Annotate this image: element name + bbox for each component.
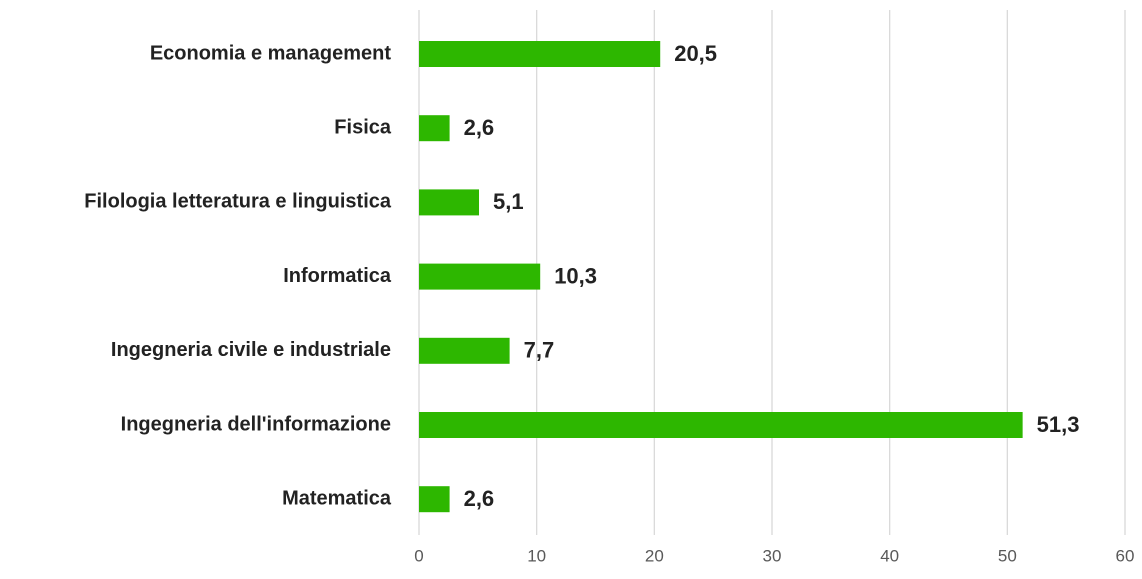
bar [419, 337, 510, 364]
y-tick-label: Ingegneria civile e industriale [111, 339, 391, 361]
y-tick-label: Informatica [283, 265, 392, 287]
bar [419, 486, 450, 513]
x-tick-label: 40 [880, 546, 899, 565]
x-tick-label: 20 [645, 546, 664, 565]
bar [419, 41, 661, 67]
x-tick-label: 30 [763, 546, 782, 565]
value-label: 2,6 [464, 486, 495, 511]
bar [419, 115, 450, 142]
y-tick-label: Economia e management [150, 42, 392, 64]
y-tick-label: Fisica [334, 116, 392, 138]
x-tick-label: 10 [527, 546, 546, 565]
value-label: 10,3 [554, 263, 597, 288]
bar [419, 412, 1023, 438]
y-tick-label: Ingegneria dell'informazione [121, 413, 391, 435]
value-label: 7,7 [524, 338, 555, 363]
x-tick-label: 50 [998, 546, 1017, 565]
y-tick-label: Matematica [282, 487, 392, 509]
value-label: 51,3 [1037, 412, 1080, 437]
value-label: 2,6 [464, 115, 495, 140]
value-label: 20,5 [674, 41, 717, 66]
bar [419, 263, 541, 290]
bar [419, 189, 480, 216]
y-tick-label: Filologia letteratura e linguistica [84, 191, 392, 213]
x-tick-label: 60 [1116, 546, 1135, 565]
x-tick-label: 0 [414, 546, 423, 565]
value-label: 5,1 [493, 189, 524, 214]
